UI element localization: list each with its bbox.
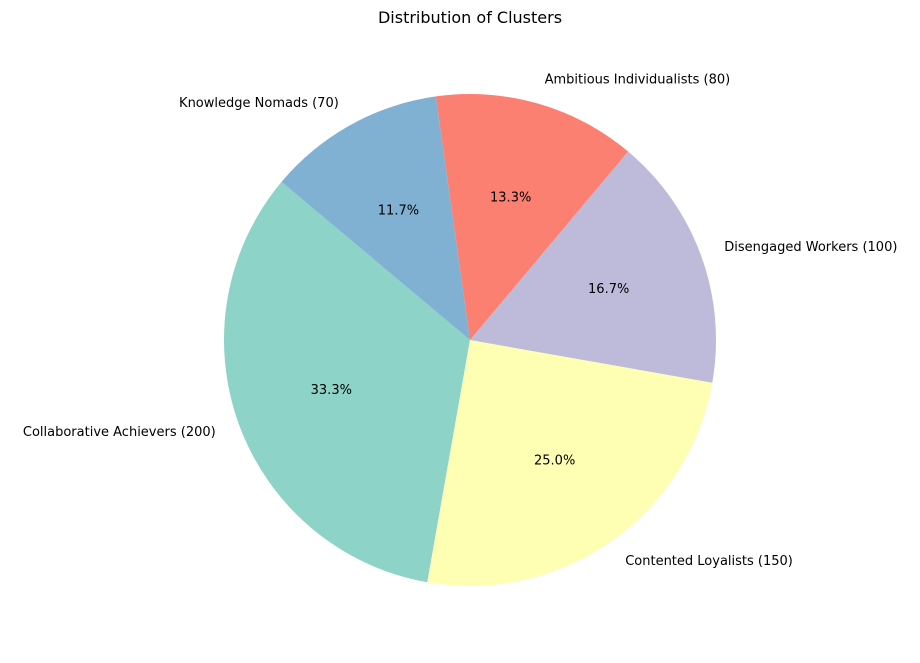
pie-slice xyxy=(223,181,470,583)
pie-slice xyxy=(281,96,470,340)
category-labels: Collaborative Achievers (200) Contented L… xyxy=(23,72,898,569)
slice-percent-label: 33.3% xyxy=(311,383,352,398)
pie-slices xyxy=(223,93,716,586)
pie-slice xyxy=(427,340,713,586)
slice-percent-label: 16.7% xyxy=(588,282,629,297)
slice-percent-label: 25.0% xyxy=(534,453,575,468)
slice-category-label: Knowledge Nomads (70) xyxy=(179,96,339,111)
slice-category-label: Contented Loyalists (150) xyxy=(625,554,793,569)
slice-percent-label: 11.7% xyxy=(378,203,419,218)
slice-category-label: Ambitious Individualists (80) xyxy=(545,72,731,87)
percent-labels: 33.3% 25.0% 16.7% 13.3% 11.7% xyxy=(311,191,630,469)
slice-category-label: Disengaged Workers (100) xyxy=(724,240,897,255)
pie-slice xyxy=(435,93,629,340)
slice-category-label: Collaborative Achievers (200) xyxy=(23,425,216,440)
chart-title: Distribution of Clusters xyxy=(378,8,562,27)
pie-slice xyxy=(470,151,716,383)
slice-percent-label: 13.3% xyxy=(490,191,531,206)
